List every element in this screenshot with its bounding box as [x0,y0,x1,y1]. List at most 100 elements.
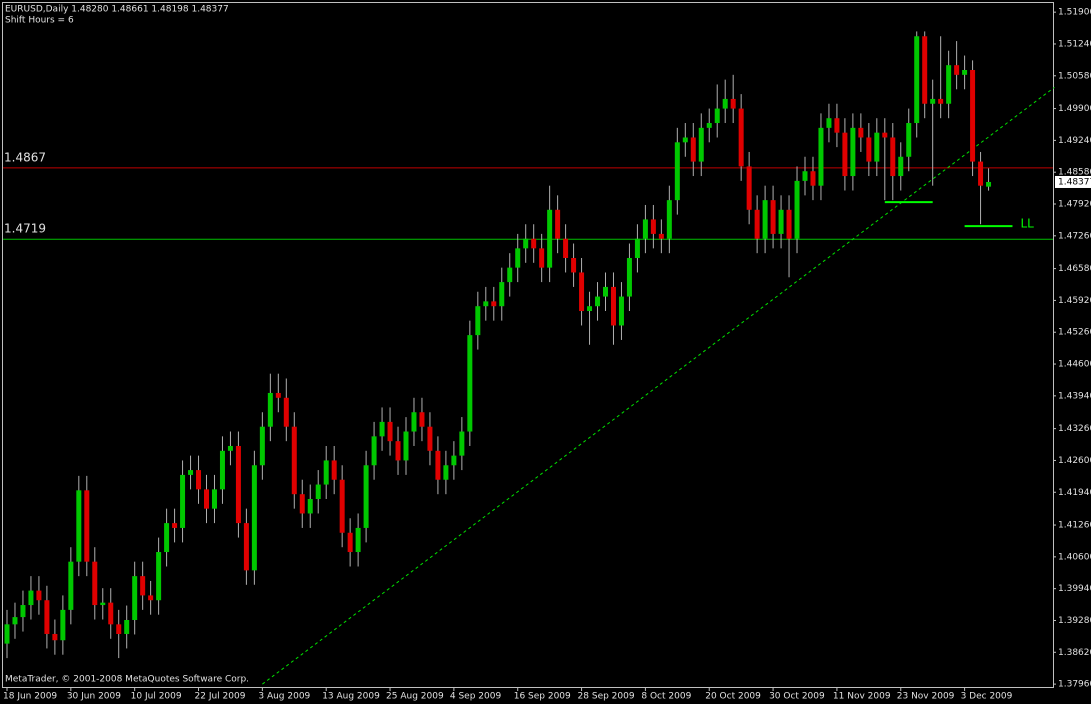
plot-frame [2,2,1054,688]
candle-body [467,335,473,432]
candle-body [379,421,385,437]
candle-body [52,633,58,641]
candle-body [946,65,952,104]
candle-body [60,609,66,641]
candle-body [347,532,353,553]
y-tick-label: 1.46580 [1058,264,1091,274]
candle-body [108,602,114,625]
y-tick-label: 1.51900 [1058,8,1091,18]
candle-body [906,123,912,157]
y-tick-label: 1.37960 [1058,680,1091,690]
candle-body [323,460,329,485]
y-tick-label: 1.45260 [1058,328,1091,338]
y-tick-label: 1.47260 [1058,231,1091,241]
candle-body [419,412,425,427]
y-tick-label: 1.45920 [1058,296,1091,306]
candle-body [914,36,920,124]
y-tick-label: 1.41940 [1058,488,1091,498]
candle-body [954,65,960,75]
y-tick-label: 1.47920 [1058,200,1091,210]
candle-body [116,624,122,634]
candle-body [259,426,265,466]
candle-body [563,238,569,258]
candle-body [243,523,249,571]
candle-body [140,576,146,596]
candle-body [882,132,888,138]
candle-body [44,600,50,634]
candle-body [587,306,593,312]
candle-body [930,98,936,104]
x-tick-label: 30 Jun 2009 [67,692,121,702]
candle-body [188,470,194,475]
y-tick-label: 1.39280 [1058,616,1091,626]
candle-body [299,494,305,514]
level-label: 1.4719 [4,222,46,236]
candle-body [315,484,321,500]
chart-footer: MetaTrader, © 2001-2008 MetaQuotes Softw… [5,675,249,685]
candle-body [459,431,465,456]
candle-body [603,286,608,297]
candle-body [355,527,361,553]
candle-body [762,200,768,239]
candle-body [786,209,792,239]
level-label: 1.4867 [4,150,46,164]
candle-body [483,301,489,307]
candle-body [196,470,202,490]
candle-body [443,465,449,480]
candle-body [387,421,393,442]
candle-body [164,523,170,553]
candle-body [28,590,34,606]
y-tick-label: 1.39940 [1058,584,1091,594]
candle-body [68,561,74,610]
candle-body [842,132,848,177]
candle-body [618,296,624,326]
y-tick-label: 1.43940 [1058,391,1091,401]
candle-body [204,489,209,509]
x-tick-label: 18 Jun 2009 [3,692,57,702]
candle-body [307,499,313,514]
candle-body [986,181,992,187]
candle-body [132,576,138,620]
y-tick-label: 1.49240 [1058,136,1091,146]
price-marker-label: 1.48377 [1058,177,1091,187]
candle-body [642,219,648,239]
y-tick-label: 1.44600 [1058,360,1091,370]
x-tick-label: 23 Nov 2009 [897,692,955,702]
candle-body [36,590,42,601]
candle-body [802,171,808,181]
candle-body [666,200,672,239]
candle-body [890,137,896,177]
candle-body [403,431,409,461]
candle-body [714,108,720,124]
candle-body [706,123,712,128]
x-tick-label: 30 Oct 2009 [769,692,825,702]
candle-body [451,455,457,466]
y-tick-label: 1.51240 [1058,39,1091,49]
x-tick-label: 8 Oct 2009 [641,692,691,702]
candle-body [172,523,178,528]
candle-body [626,257,632,297]
x-tick-label: 3 Dec 2009 [961,692,1013,702]
candle-body [866,137,872,162]
candle-body [898,156,904,177]
candle-body [4,624,10,644]
candle-body [810,171,816,186]
candle-body [555,209,561,239]
candle-body [722,98,728,109]
candle-body [547,209,553,268]
candle-body [962,70,968,75]
candle-body [754,209,760,239]
candle-body [610,286,616,326]
candle-body [84,490,90,562]
candle-body [235,445,241,524]
candle-body [76,490,82,562]
candle-body [267,392,273,427]
candle-body [938,98,944,104]
candle-body [211,489,217,509]
candle-body [12,617,18,625]
candle-body [124,619,130,634]
x-tick-label: 11 Nov 2009 [833,692,891,702]
candle-body [499,282,505,307]
